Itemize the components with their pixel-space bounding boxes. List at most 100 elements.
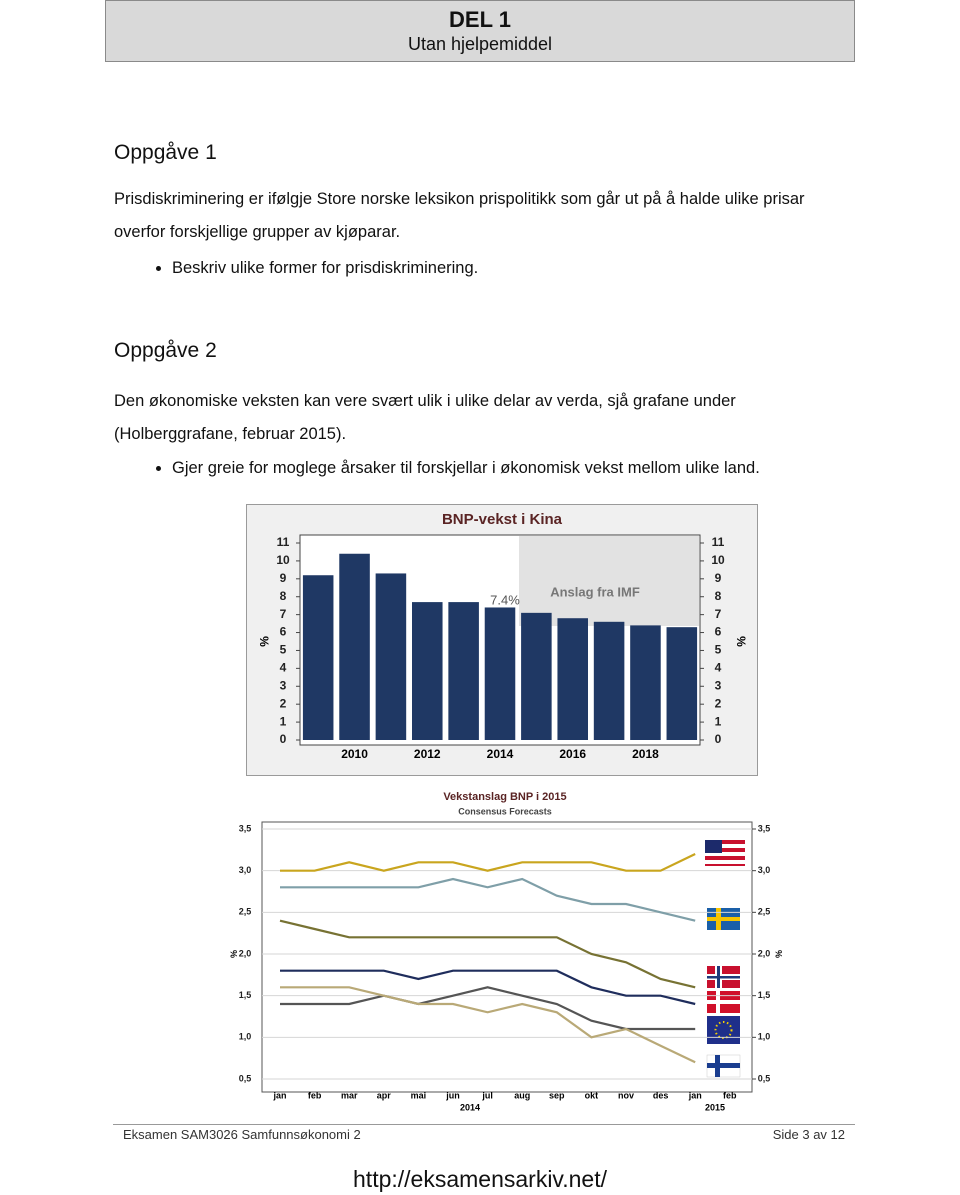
header-title: DEL 1 (449, 7, 511, 32)
x-tick-label: mai (411, 1090, 427, 1100)
y2-tick-label: 1 (715, 714, 722, 728)
bar (593, 621, 625, 740)
annotation: Anslag fra IMF (550, 584, 640, 599)
x-tick-label: 2018 (632, 747, 659, 761)
chart-title: Vekstanslag BNP i 2015 (443, 791, 566, 803)
y-tick-label: 6 (280, 625, 287, 639)
flag-sweden (707, 908, 740, 930)
x-tick-label: feb (723, 1090, 737, 1100)
y-tick-label: 9 (280, 571, 287, 585)
y-tick-label: 2,5 (239, 907, 252, 917)
y2-tick-label: 1,0 (758, 1032, 771, 1042)
x-tick-label: apr (377, 1090, 392, 1100)
x-tick-label: des (653, 1090, 669, 1100)
footer-right: Side 3 av 12 (772, 1127, 845, 1142)
y-tick-label: 1,0 (239, 1032, 252, 1042)
x-tick-label: feb (308, 1090, 322, 1100)
x-tick-label: jan (272, 1090, 286, 1100)
flag-eu (707, 1016, 740, 1044)
y-tick-label: 3,0 (239, 865, 252, 875)
bar (412, 602, 443, 740)
y2-axis-label: % (734, 636, 748, 647)
task-bullets: Gjer greie for moglege årsaker til forsk… (114, 452, 960, 485)
x-tick-label: jul (481, 1090, 493, 1100)
y2-tick-label: 11 (712, 535, 725, 549)
series-line (280, 853, 696, 872)
y2-tick-label: 9 (715, 571, 722, 585)
y-tick-label: 2 (280, 696, 287, 710)
y-tick-label: 0 (280, 732, 287, 746)
y-tick-label: 10 (276, 553, 290, 567)
x-tick-label: aug (514, 1090, 530, 1100)
y-tick-label: 3,5 (239, 823, 252, 833)
task-heading: Oppgåve 2 (114, 339, 217, 362)
x-tick-label: sep (549, 1090, 565, 1100)
footer: Eksamen SAM3026 Samfunnsøkonomi 2 Side 3… (113, 1124, 855, 1142)
x-tick-label: jan (688, 1090, 702, 1100)
y2-tick-label: 0,5 (758, 1073, 771, 1083)
header: DEL 1 Utan hjelpemiddel (105, 0, 855, 62)
y2-tick-label: 3,0 (758, 865, 771, 875)
y-tick-label: 4 (280, 661, 287, 675)
year-label: 2015 (705, 1102, 725, 1112)
bar (302, 575, 334, 740)
year-label: 2014 (460, 1102, 480, 1112)
task-text: Prisdiskriminering er ifølgje Store nors… (114, 190, 805, 241)
annotation: 7.4% (490, 592, 520, 607)
y2-tick-label: 4 (715, 661, 722, 675)
y2-tick-label: 2,0 (758, 948, 771, 958)
task-heading: Oppgåve 1 (114, 141, 217, 164)
chart-title: BNP-vekst i Kina (442, 511, 563, 528)
y-tick-label: 11 (277, 535, 290, 549)
header-subtitle: Utan hjelpemiddel (407, 34, 553, 54)
y-tick-label: 7 (280, 607, 287, 621)
y2-tick-label: 8 (715, 589, 722, 603)
y2-axis-label: % (774, 950, 784, 958)
y2-tick-label: 7 (715, 607, 722, 621)
x-tick-label: 2012 (414, 747, 441, 761)
flag-usa (705, 840, 745, 866)
flag-norway (707, 966, 740, 988)
task-bullets: Beskriv ulike former for prisdiskriminer… (114, 252, 960, 285)
x-tick-label: nov (618, 1090, 634, 1100)
y-axis-label: % (229, 950, 239, 958)
footer-url: http://eksamensarkiv.net/ (353, 1166, 607, 1192)
line-chart: 0,5 1,0 1,5 2,0 2,5 3,0 3,5 0,5 1,0 1,5 2,0 2,5 3,0 3… (229, 791, 784, 1112)
x-tick-label: mar (341, 1090, 358, 1100)
x-tick-label: okt (585, 1090, 599, 1100)
series-line (280, 986, 696, 1064)
forecast-shade (519, 536, 699, 626)
y2-tick-label: 6 (715, 625, 722, 639)
y2-tick-label: 3,5 (758, 823, 771, 833)
footer-left: Eksamen SAM3026 Samfunnsøkonomi 2 (123, 1127, 361, 1142)
y-tick-label: 5 (280, 643, 287, 657)
chart-subtitle: Consensus Forecasts (458, 806, 552, 816)
x-tick-label: 2010 (341, 747, 368, 761)
y2-tick-label: 10 (711, 553, 725, 567)
series-line (280, 877, 696, 922)
y2-tick-label: 0 (715, 732, 722, 746)
task-bullet: Gjer greie for moglege årsaker til forsk… (172, 452, 960, 485)
y-tick-label: 1 (280, 714, 287, 728)
bar (630, 625, 661, 740)
y2-tick-label: 2,5 (758, 907, 771, 917)
x-tick-label: jun (445, 1090, 460, 1100)
bar (484, 607, 516, 740)
bar (521, 612, 552, 740)
flag-finland (706, 1054, 741, 1078)
bar-chart: 0 1 2 3 4 5 6 7 8 9 10 11 0 1 2 3 4 5 6 7 8 9 10 11% % BNP-vekst … (246, 504, 758, 776)
bar (448, 602, 479, 740)
y-tick-label: 2,0 (239, 948, 252, 958)
bar (666, 627, 698, 740)
y-axis-label: % (257, 636, 271, 647)
bar (557, 618, 588, 740)
y2-tick-label: 1,5 (758, 990, 771, 1000)
series-line (279, 919, 696, 989)
series-line (280, 969, 696, 1006)
y-tick-label: 3 (280, 678, 287, 692)
x-tick-label: 2016 (559, 747, 586, 761)
y2-tick-label: 2 (715, 696, 722, 710)
x-tick-label: 2014 (487, 747, 514, 761)
y-tick-label: 0,5 (239, 1073, 252, 1083)
